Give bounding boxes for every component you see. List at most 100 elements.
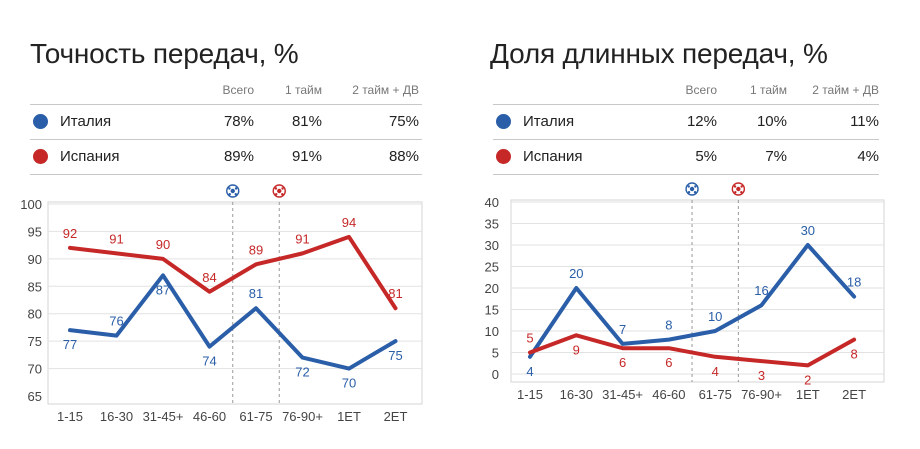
y-tick-label: 65: [28, 389, 42, 404]
y-tick-label: 5: [492, 346, 499, 361]
value-second-half-et: 88%: [388, 148, 419, 165]
data-label: 10: [708, 309, 722, 324]
y-tick-label: 70: [28, 362, 42, 377]
value-first-half: 91%: [291, 148, 322, 165]
y-tick-label: 25: [485, 260, 499, 275]
data-label: 77: [63, 337, 77, 352]
football-icon-patch: [228, 187, 231, 190]
data-label: 6: [619, 355, 626, 370]
x-tick-label: 16-30: [560, 387, 593, 402]
data-label: 81: [388, 286, 402, 301]
data-label: 87: [156, 282, 170, 297]
x-tick-label: 31-45+: [602, 387, 643, 402]
value-second-half-et: 4%: [857, 148, 879, 165]
team-name: Испания: [60, 148, 120, 165]
football-icon-patch: [693, 191, 697, 194]
y-tick-label: 80: [28, 307, 42, 322]
table-row-spain: Испания 5% 7% 4%: [493, 139, 879, 175]
x-tick-label: 2ET: [384, 409, 408, 424]
football-icon-patch: [228, 193, 231, 196]
long-pass-share-panel: Доля длинных передач, % Всего 1 тайм 2 т…: [460, 0, 910, 449]
x-tick-label: 46-60: [193, 409, 226, 424]
data-label: 7: [619, 322, 626, 337]
football-icon-patch: [230, 188, 235, 194]
x-tick-label: 76-90+: [741, 387, 782, 402]
x-tick-label: 46-60: [652, 387, 685, 402]
value-second-half-et: 11%: [850, 113, 879, 130]
spain-color-dot: [33, 149, 48, 164]
y-tick-label: 30: [485, 238, 499, 253]
team-name: Италия: [60, 113, 112, 130]
football-icon-patch: [234, 193, 237, 196]
y-tick-label: 85: [28, 279, 42, 294]
football-icon-patch: [281, 193, 284, 196]
pass-accuracy-panel: Точность передач, % Всего 1 тайм 2 тайм …: [0, 0, 450, 449]
table-header: Всего 1 тайм 2 тайм + ДВ: [30, 80, 422, 104]
table-row-italy: Италия 78% 81% 75%: [30, 104, 422, 139]
stats-table: Всего 1 тайм 2 тайм + ДВ Италия 78% 81% …: [30, 80, 422, 175]
col-header-first-half: 1 тайм: [285, 83, 322, 97]
value-total: 89%: [223, 148, 254, 165]
data-label: 74: [202, 354, 216, 369]
table-row-italy: Италия 12% 10% 11%: [493, 104, 879, 139]
x-tick-label: 1-15: [57, 409, 83, 424]
data-label: 9: [573, 342, 580, 357]
y-tick-label: 75: [28, 334, 42, 349]
value-total: 5%: [695, 148, 717, 165]
football-icon-patch: [689, 186, 695, 192]
y-tick-label: 10: [485, 324, 499, 339]
football-icon-patch: [687, 191, 691, 194]
italy-color-dot: [496, 114, 511, 129]
x-tick-label: 76-90+: [282, 409, 323, 424]
data-label: 84: [202, 270, 216, 285]
col-header-total: Всего: [685, 83, 717, 97]
data-label: 94: [342, 215, 356, 230]
panel-title: Доля длинных передач, %: [490, 38, 828, 69]
stats-table: Всего 1 тайм 2 тайм + ДВ Италия 12% 10% …: [493, 80, 879, 175]
data-label: 4: [526, 364, 533, 379]
x-tick-label: 61-75: [239, 409, 272, 424]
value-total: 78%: [223, 113, 254, 130]
team-name: Испания: [523, 148, 583, 165]
col-header-second-half-et: 2 тайм + ДВ: [352, 83, 419, 97]
data-label: 6: [665, 355, 672, 370]
value-second-half-et: 75%: [388, 113, 419, 130]
data-label: 91: [295, 231, 309, 246]
col-header-total: Всего: [222, 83, 254, 97]
series-line-italy: [528, 243, 857, 359]
data-label: 18: [847, 275, 861, 290]
value-first-half: 10%: [756, 113, 787, 130]
col-header-first-half: 1 тайм: [750, 83, 787, 97]
data-label: 75: [388, 348, 402, 363]
y-tick-label: 35: [485, 217, 499, 232]
y-tick-label: 95: [28, 224, 42, 239]
data-label: 30: [801, 223, 815, 238]
x-tick-label: 1ET: [796, 387, 820, 402]
table-row-spain: Испания 89% 91% 88%: [30, 139, 422, 175]
y-tick-label: 40: [485, 195, 499, 210]
data-label: 4: [712, 364, 719, 379]
y-tick-label: 0: [492, 367, 499, 382]
football-icon-patch: [274, 187, 278, 190]
x-tick-label: 16-30: [100, 409, 133, 424]
football-icon: [272, 184, 286, 198]
plot-frame: [510, 199, 885, 383]
italy-color-dot: [33, 114, 48, 129]
data-label: 76: [109, 314, 123, 329]
data-label: 90: [156, 237, 170, 252]
x-tick-label: 61-75: [699, 387, 732, 402]
football-icon-patch: [234, 187, 238, 190]
data-label: 2: [804, 372, 811, 387]
football-icon-patch: [740, 191, 743, 194]
data-label: 5: [526, 331, 533, 346]
value-first-half: 7%: [765, 148, 787, 165]
pass-accuracy-line-chart: 65 70 75 80 85 90 95 100 1-15 16-30 31-45+ 46-60 61-…: [20, 184, 423, 424]
football-icon-patch: [734, 191, 737, 194]
data-label: 91: [109, 231, 123, 246]
data-label: 72: [295, 365, 309, 380]
football-icon: [226, 184, 240, 198]
football-icon: [685, 182, 699, 196]
football-icon-patch: [281, 187, 284, 190]
x-tick-label: 1ET: [337, 409, 361, 424]
table-header: Всего 1 тайм 2 тайм + ДВ: [493, 80, 879, 104]
